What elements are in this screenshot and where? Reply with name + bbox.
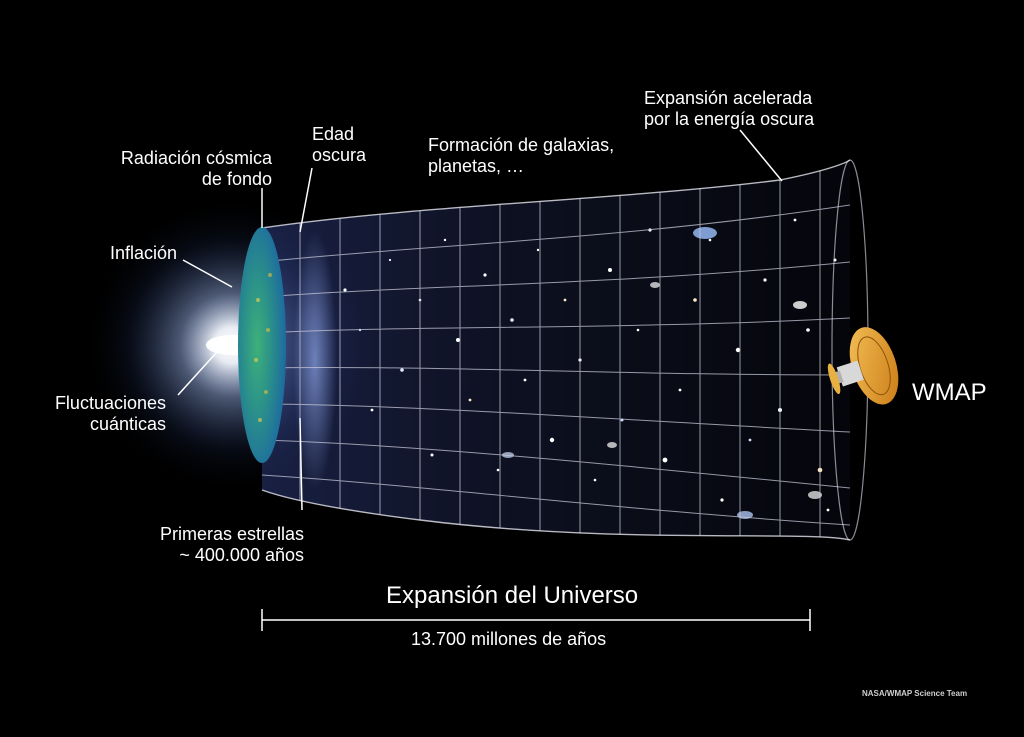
label-expansion-acelerada: Expansión acelerada por la energía oscur… — [644, 88, 814, 130]
pointer-lines — [177, 129, 783, 511]
label-wmap: WMAP — [912, 379, 987, 406]
label-primeras-line2: ~ 400.000 años — [179, 545, 304, 565]
label-inflacion: Inflación — [110, 243, 178, 263]
label-radiacion: Radiación cósmica de fondo — [90, 148, 272, 190]
expansion-grid — [262, 165, 850, 540]
label-fluctuaciones-line2: cuánticas — [89, 414, 166, 434]
label-primeras-line1: Primeras estrellas — [159, 524, 304, 544]
timeline-bar — [261, 609, 811, 631]
label-fluctuaciones-line1: Fluctuaciones — [54, 393, 166, 413]
label-edad-line1: Edad — [312, 124, 355, 144]
label-expansion-universo: Expansión del Universo — [386, 582, 639, 609]
label-expansion-acel-line2: por la energía oscura — [644, 109, 815, 129]
universe-cone — [262, 160, 850, 540]
label-radiacion-line1: Radiación cósmica — [120, 148, 272, 168]
label-primeras-estrellas: Primeras estrellas ~ 400.000 años — [130, 524, 304, 566]
label-formacion-line1: Formación de galaxias, — [428, 135, 615, 155]
label-edad-line2: oscura — [312, 145, 367, 165]
label-formacion: Formación de galaxias, planetas, … — [428, 135, 614, 177]
label-expansion-acel-line1: Expansión acelerada — [644, 88, 813, 108]
wmap-satellite-icon — [827, 327, 899, 405]
label-fluctuaciones: Fluctuaciones cuánticas — [30, 393, 166, 435]
label-duracion: 13.700 millones de años — [411, 629, 607, 649]
label-edad-oscura: Edad oscura — [312, 124, 366, 166]
galaxy-field — [343, 218, 844, 519]
label-formacion-line2: planetas, … — [428, 156, 525, 176]
cmb-disc — [238, 227, 286, 463]
credit-text: NASA/WMAP Science Team — [862, 689, 968, 698]
label-radiacion-line2: de fondo — [201, 169, 272, 189]
